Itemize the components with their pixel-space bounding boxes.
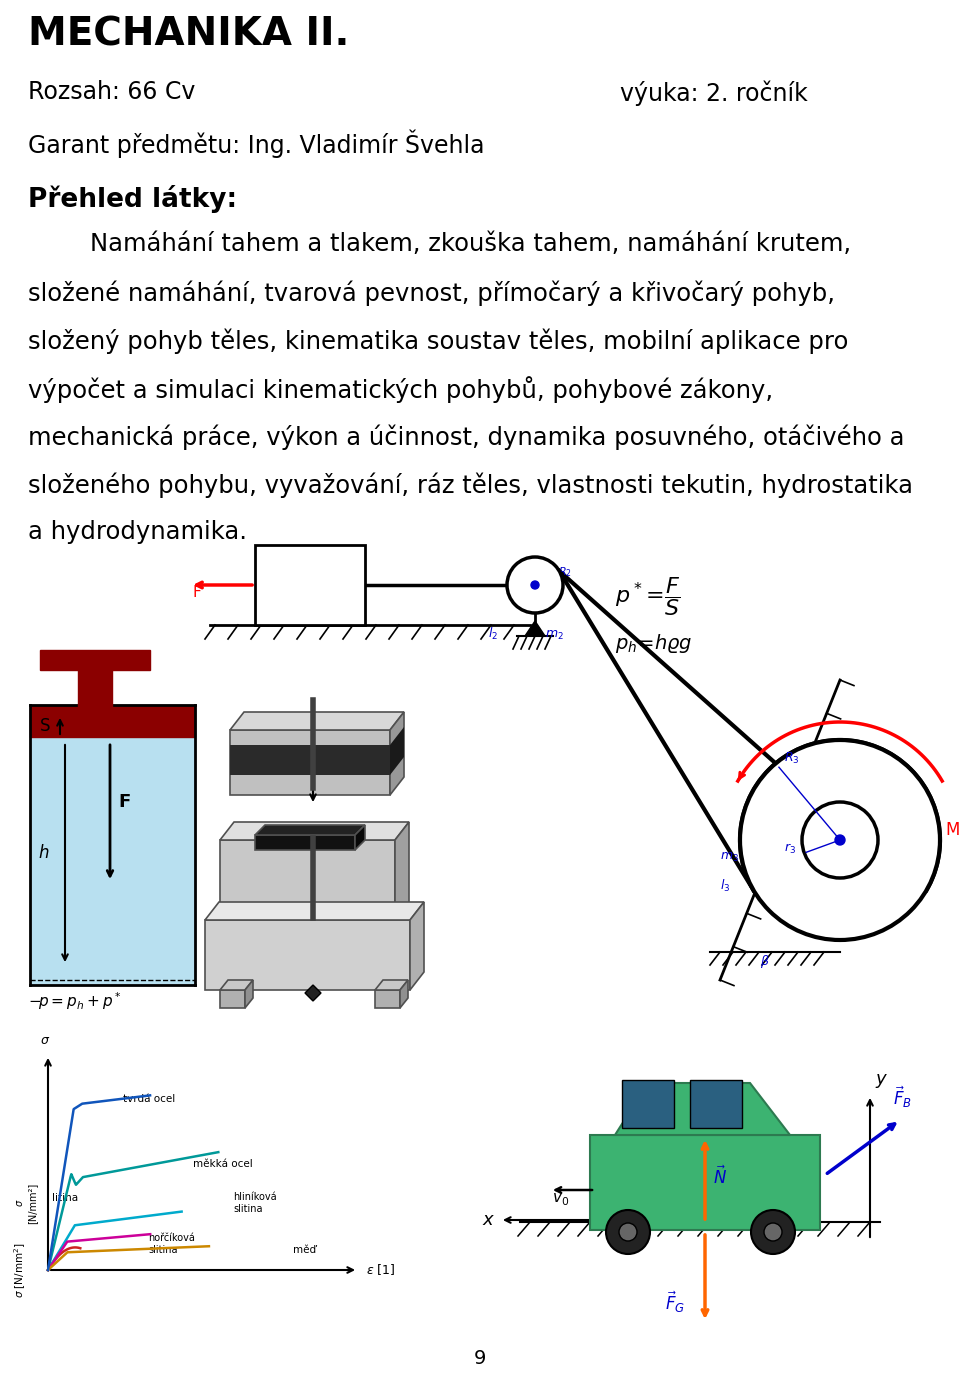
Text: $m_1$: $m_1$ [321,554,340,568]
Polygon shape [400,980,408,1008]
Bar [30,705,195,737]
Text: složené namáhání, tvarová pevnost, přímočarý a křivočarý pohyb,: složené namáhání, tvarová pevnost, přímo… [28,280,835,305]
Text: $m_2$: $m_2$ [545,629,564,642]
Circle shape [507,557,563,613]
Text: $y$: $y$ [875,1071,888,1089]
Bar [30,705,195,985]
Polygon shape [390,712,404,796]
Circle shape [606,1210,650,1254]
Text: $l_3$: $l_3$ [720,877,731,894]
Text: $\vec{N}$: $\vec{N}$ [713,1166,727,1188]
Polygon shape [390,728,404,775]
Bar [255,834,355,850]
Bar [205,920,410,990]
Bar [590,1135,820,1229]
Text: $-\!p = p_h + p^*$: $-\!p = p_h + p^*$ [28,990,122,1012]
Text: $r_3$: $r_3$ [784,843,796,857]
Text: $p^*\!=\!\dfrac{F}{S}$: $p^*\!=\!\dfrac{F}{S}$ [615,575,681,618]
Polygon shape [255,825,365,834]
Text: mechanická práce, výkon a účinnost, dynamika posuvného, otáčivého a: mechanická práce, výkon a účinnost, dyna… [28,424,904,449]
Bar [220,840,395,920]
Text: $\vec{v}_0$: $\vec{v}_0$ [552,1188,569,1209]
Polygon shape [245,980,253,1008]
Polygon shape [230,712,404,730]
Text: výuka: 2. ročník: výuka: 2. ročník [620,80,807,105]
Polygon shape [220,822,409,840]
Text: $R_3$: $R_3$ [784,751,800,766]
Bar [375,990,400,1008]
Text: složeného pohybu, vyvažování, ráz těles, vlastnosti tekutin, hydrostatika: složeného pohybu, vyvažování, ráz těles,… [28,473,913,498]
Text: S: S [40,717,51,735]
Text: a hydrodynamika.: a hydrodynamika. [28,520,247,543]
Text: měď: měď [293,1245,316,1254]
Text: $m_3$: $m_3$ [720,851,739,863]
Text: MECHANIKA II.: MECHANIKA II. [28,15,349,53]
Circle shape [531,581,539,589]
Circle shape [740,740,940,940]
Bar [40,650,150,669]
Polygon shape [395,822,409,920]
Text: Přehled látky:: Přehled látky: [28,184,237,213]
Polygon shape [525,621,545,636]
Text: $\vec{F}_G$: $\vec{F}_G$ [665,1289,685,1315]
Text: složený pohyb těles, kinematika soustav těles, mobilní aplikace pro: složený pohyb těles, kinematika soustav … [28,328,849,353]
Text: Garant předmětu: Ing. Vladimír Švehla: Garant předmětu: Ing. Vladimír Švehla [28,130,485,158]
Text: F: F [118,793,131,811]
Text: $p_h\!=\!h\varrho g$: $p_h\!=\!h\varrho g$ [615,632,692,656]
Bar [255,545,365,625]
Text: $R_2$: $R_2$ [558,565,572,579]
Bar [230,730,390,796]
Bar [230,746,390,775]
Text: Rozsah: 66 Cv: Rozsah: 66 Cv [28,80,196,104]
Text: $\varepsilon$ [1]: $\varepsilon$ [1] [366,1263,396,1278]
Polygon shape [615,1082,790,1135]
Text: $x$: $x$ [482,1211,495,1229]
Text: hliníková
slitina: hliníková slitina [233,1192,276,1214]
Text: $\sigma$
[N/mm²]: $\sigma$ [N/mm²] [15,1182,36,1224]
Bar [78,669,112,719]
Circle shape [751,1210,795,1254]
Circle shape [619,1222,637,1240]
Text: M: M [945,821,959,839]
Text: výpočet a simulaci kinematických pohybů, pohybové zákony,: výpočet a simulaci kinematických pohybů,… [28,376,773,403]
Polygon shape [305,985,321,1001]
Text: litina: litina [52,1193,78,1203]
Text: $\beta$: $\beta$ [760,954,770,970]
Text: $\sigma$ [N/mm$^2$]: $\sigma$ [N/mm$^2$] [12,1242,28,1297]
Circle shape [802,802,878,877]
Text: $\vec{F}_B$: $\vec{F}_B$ [893,1084,912,1110]
Bar [690,1080,742,1128]
Circle shape [764,1222,782,1240]
Text: měkká ocel: měkká ocel [193,1159,252,1168]
Polygon shape [410,902,424,990]
Polygon shape [355,825,365,850]
Text: hořčíková
slitina: hořčíková slitina [148,1234,195,1254]
Text: F: F [193,585,202,600]
Text: 9: 9 [474,1349,486,1368]
Text: tvrdá ocel: tvrdá ocel [123,1095,176,1105]
Circle shape [835,834,845,845]
Bar [220,990,245,1008]
Text: h: h [38,844,49,862]
Text: $\sigma$: $\sigma$ [40,1034,50,1046]
Polygon shape [205,902,424,920]
Text: Namáhání tahem a tlakem, zkouška tahem, namáhání krutem,: Namáhání tahem a tlakem, zkouška tahem, … [28,231,852,256]
Bar [622,1080,674,1128]
Polygon shape [375,980,408,990]
Polygon shape [220,980,253,990]
Text: $l_2$: $l_2$ [488,626,498,642]
